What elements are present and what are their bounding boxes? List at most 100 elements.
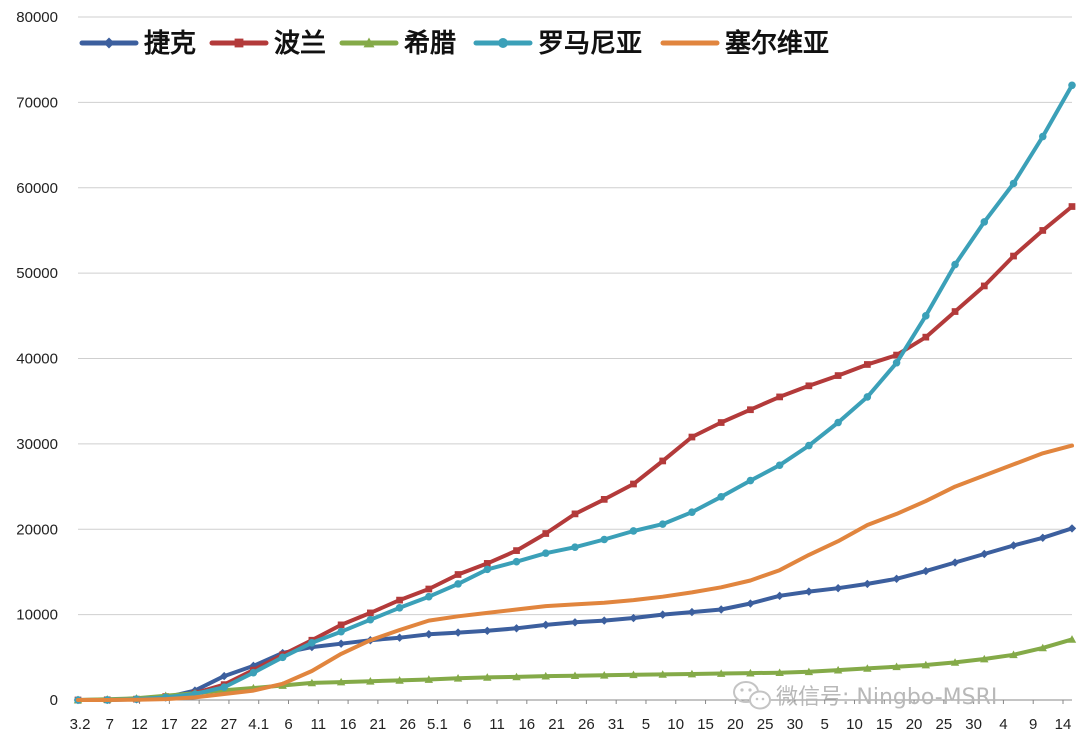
legend-item: 罗马尼亚 [473, 29, 642, 59]
y-tick-label: 40000 [16, 351, 58, 368]
x-tick-label: 7 [106, 716, 114, 733]
data-point [571, 543, 579, 551]
x-tick-label: 25 [936, 716, 953, 733]
data-point [687, 669, 697, 678]
y-tick-label: 80000 [16, 9, 58, 26]
data-point [630, 480, 637, 488]
series-2 [74, 203, 1076, 704]
data-point [1068, 203, 1076, 210]
data-point [220, 683, 228, 691]
data-point [921, 660, 931, 669]
data-point [950, 558, 960, 567]
data-point [746, 668, 755, 677]
data-point [892, 574, 901, 583]
x-axis-ticks: 3.2 7 12 17 22 27 4.1 6 11 16 21 26 5.1 6 11 16 21 26 31 5 1… [70, 700, 1071, 733]
x-tick-label: 15 [697, 716, 714, 733]
data-point [1039, 227, 1047, 234]
data-point [483, 565, 492, 574]
data-point [1010, 252, 1017, 260]
data-point [629, 527, 638, 535]
data-point [541, 620, 550, 630]
legend-label: 希腊 [404, 28, 456, 59]
data-point [570, 618, 580, 627]
data-point [1009, 179, 1018, 188]
x-tick-label: 20 [906, 716, 923, 733]
x-tick-label: 11 [489, 716, 505, 733]
data-point [629, 670, 638, 679]
data-point [658, 520, 667, 528]
data-point [687, 607, 697, 617]
data-point [863, 664, 872, 672]
data-point [716, 669, 726, 677]
data-point [980, 654, 989, 663]
x-tick-label: 16 [518, 716, 535, 733]
data-point [950, 658, 960, 666]
watermark: 微信号: Ningbo-MSRI [733, 681, 997, 710]
x-tick-label: 3.2 [70, 716, 91, 733]
x-tick-label: 21 [548, 716, 565, 733]
x-tick-label: 15 [876, 716, 893, 733]
data-point [688, 433, 696, 441]
data-point [980, 549, 989, 559]
data-point [951, 308, 959, 315]
y-axis-ticks: 0 10000 20000 30000 40000 50000 60000 70000 8000… [16, 9, 58, 709]
data-point [600, 496, 608, 503]
data-point [249, 668, 258, 677]
data-point [366, 615, 375, 624]
x-tick-label: 21 [370, 716, 387, 733]
legend: 捷克 波兰 希腊 罗马尼亚 塞尔维亚 [79, 28, 829, 59]
x-tick-label: 31 [608, 716, 625, 733]
data-point [688, 508, 696, 516]
data-point [776, 393, 784, 401]
data-point [1068, 81, 1076, 90]
data-point [512, 672, 521, 681]
data-point [424, 675, 434, 683]
x-tick-label: 10 [846, 716, 863, 733]
data-point [1038, 533, 1047, 542]
data-point [483, 560, 491, 567]
data-point [804, 667, 814, 676]
data-point [834, 372, 842, 379]
data-point [570, 671, 580, 680]
data-point [512, 624, 521, 633]
data-point [629, 613, 638, 623]
series-5 [76, 443, 1074, 702]
data-point [307, 678, 317, 687]
data-point [219, 671, 229, 681]
x-tick-label: 26 [399, 716, 416, 733]
x-tick-label: 17 [161, 716, 178, 733]
data-point [234, 38, 244, 48]
data-point [1038, 132, 1047, 141]
data-point [833, 665, 843, 674]
data-point [425, 585, 433, 593]
data-point [951, 260, 959, 269]
data-point [541, 671, 550, 680]
data-point [336, 639, 346, 648]
series-line [76, 83, 1074, 702]
x-tick-label: 4 [999, 716, 1007, 733]
legend-item: 塞尔维亚 [660, 28, 829, 59]
data-point [747, 406, 754, 414]
data-point [922, 312, 930, 320]
data-point [483, 673, 492, 681]
x-tick-label: 25 [757, 716, 774, 733]
data-point [308, 639, 316, 647]
data-point [1067, 524, 1077, 533]
y-tick-label: 70000 [16, 94, 58, 111]
data-point [658, 610, 667, 619]
data-point [863, 361, 871, 368]
data-point [893, 351, 900, 359]
data-point [483, 626, 492, 636]
data-point [892, 662, 901, 671]
x-tick-label: 5.1 [427, 716, 448, 733]
data-point [834, 418, 842, 427]
data-point [366, 677, 375, 685]
data-point [717, 419, 725, 426]
x-tick-label: 4.1 [248, 716, 269, 733]
data-point [658, 670, 667, 678]
data-point [336, 677, 346, 686]
data-point [922, 333, 930, 341]
data-point [512, 557, 521, 566]
x-tick-label: 6 [284, 716, 292, 733]
